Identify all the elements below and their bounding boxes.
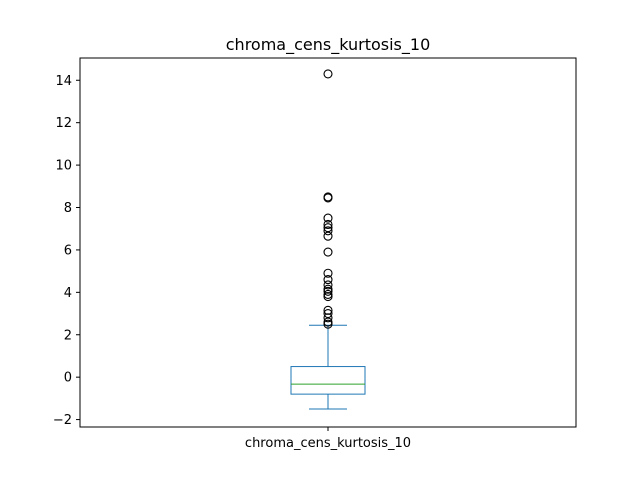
y-tick-label: −2 <box>53 413 72 428</box>
y-tick-label: 2 <box>64 328 72 343</box>
y-tick-label: 8 <box>64 201 72 216</box>
outlier-point <box>323 308 333 319</box>
y-tick-label: 6 <box>64 243 72 258</box>
x-axis: chroma_cens_kurtosis_10 <box>245 427 411 451</box>
outlier-point <box>323 275 333 285</box>
outlier-point <box>323 289 333 300</box>
y-tick-label: 10 <box>55 159 72 174</box>
outlier-point <box>323 268 333 278</box>
outlier-point <box>323 280 333 290</box>
outlier-point <box>323 213 333 223</box>
axes-frame <box>79 57 577 428</box>
y-tick-label: 4 <box>64 286 72 301</box>
outlier-point <box>323 226 333 236</box>
outlier-point <box>323 223 333 233</box>
y-tick-label: 0 <box>64 371 72 386</box>
outlier-point <box>323 247 333 257</box>
y-tick-label: 12 <box>55 116 72 131</box>
y-tick-label: 14 <box>55 74 72 89</box>
x-tick-label: chroma_cens_kurtosis_10 <box>245 436 411 451</box>
outlier-point <box>323 192 333 202</box>
outlier-point <box>323 69 333 79</box>
interquartile-box <box>290 366 366 395</box>
chart-title: chroma_cens_kurtosis_10 <box>226 35 431 55</box>
plot-area <box>290 69 366 410</box>
outlier-point <box>323 284 333 294</box>
outlier-point <box>323 313 333 323</box>
y-axis: −2 0 2 4 6 8 10 12 14 <box>53 74 80 428</box>
outlier-point <box>323 305 333 315</box>
outlier-point <box>323 219 333 230</box>
